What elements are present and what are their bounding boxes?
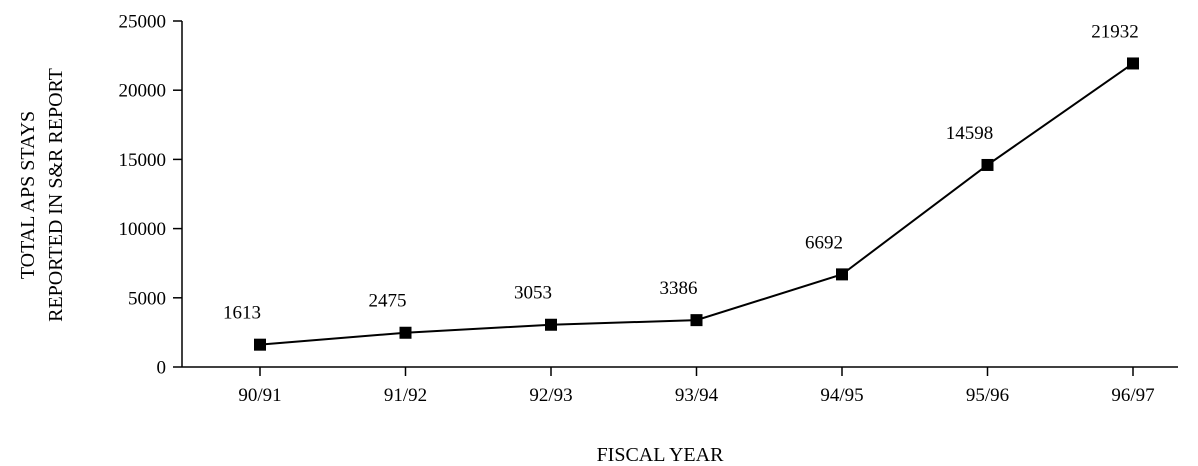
data-point-marker [545, 318, 557, 331]
data-point-marker [1127, 57, 1139, 70]
y-axis-title-line-2: REPORTED IN S&R REPORT [45, 68, 67, 322]
y-tick-label: 25000 [119, 12, 167, 33]
x-axis-title: FISCAL YEAR [597, 444, 725, 466]
axes [181, 21, 1178, 368]
data-point-marker [254, 338, 266, 351]
data-label: 3386 [660, 278, 698, 299]
x-tick-label: 94/95 [820, 385, 863, 406]
series-markers [254, 57, 1139, 351]
data-point-marker [981, 158, 994, 171]
data-labels: 1613 2475 3053 3386 6692 14598 21932 [223, 21, 1139, 323]
x-tick-label: 95/96 [966, 385, 1009, 406]
data-label: 3053 [514, 283, 552, 304]
data-point-marker [399, 326, 412, 339]
y-tick-label: 20000 [119, 81, 167, 102]
y-tick-label: 15000 [119, 150, 167, 171]
y-axis-ticks: 0 5000 10000 15000 20000 25000 [119, 12, 182, 379]
y-tick-label: 5000 [128, 288, 166, 309]
x-tick-label: 96/97 [1111, 385, 1154, 406]
data-label: 21932 [1091, 21, 1139, 42]
y-tick-label: 0 [157, 358, 167, 379]
y-axis-title: TOTAL APS STAYS REPORTED IN S&R REPORT [17, 68, 67, 322]
data-label: 14598 [946, 123, 994, 144]
x-tick-label: 93/94 [675, 385, 719, 406]
data-point-marker [836, 268, 848, 281]
x-tick-label: 92/93 [529, 385, 572, 406]
x-tick-label: 91/92 [384, 385, 427, 406]
data-label: 6692 [805, 232, 843, 253]
x-axis-ticks: 90/91 91/92 92/93 93/94 94/95 95/96 96/97 [238, 367, 1155, 406]
x-tick-label: 90/91 [238, 385, 281, 406]
data-point-marker [690, 314, 703, 327]
y-tick-label: 10000 [119, 219, 167, 240]
data-label: 1613 [223, 303, 261, 324]
data-label: 2475 [369, 291, 407, 312]
y-axis-title-line-1: TOTAL APS STAYS [17, 111, 39, 279]
